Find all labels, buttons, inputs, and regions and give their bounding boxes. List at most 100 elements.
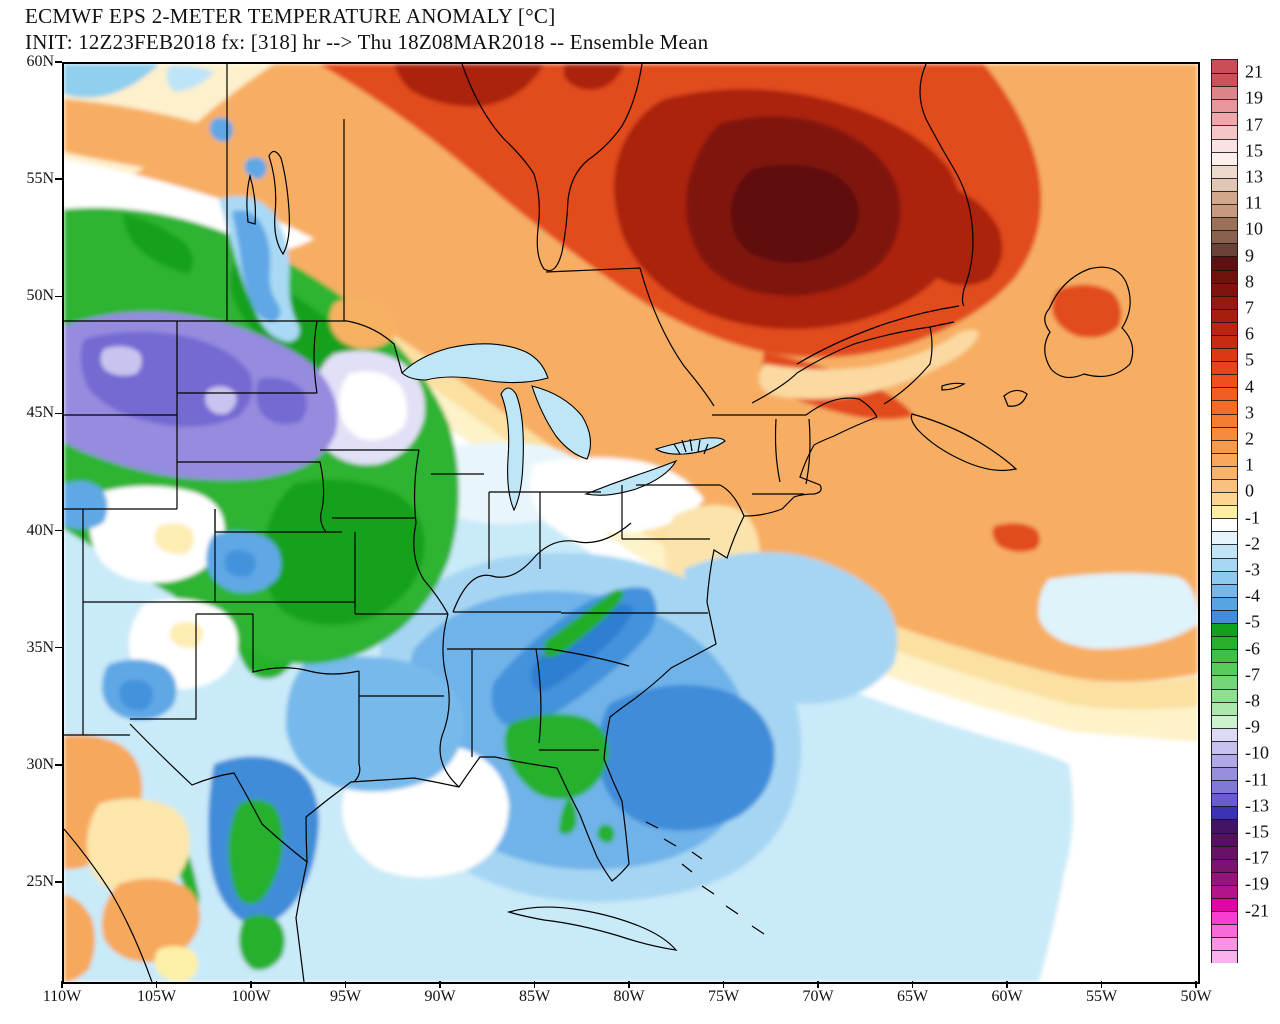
lat-label: 30N: [20, 756, 54, 774]
colorbar-value-label: 19: [1245, 88, 1263, 109]
colorbar-cell: [1212, 73, 1237, 86]
colorbar-cell: [1212, 872, 1237, 885]
colorbar-cell: [1212, 819, 1237, 832]
init-forecast-subtitle: INIT: 12Z23FEB2018 fx: [318] hr --> Thu …: [25, 30, 708, 55]
lon-label: 75W: [708, 988, 739, 1006]
lon-label: 50W: [1180, 988, 1211, 1006]
colorbar-cell: [1212, 256, 1237, 269]
colorbar-cell: [1212, 571, 1237, 584]
lon-label: 60W: [991, 988, 1022, 1006]
lat-tick: [55, 530, 62, 532]
temperature-colorbar: [1211, 59, 1238, 963]
colorbar-value-label: -11: [1245, 769, 1268, 790]
lon-tick: [723, 981, 725, 988]
colorbar-value-label: 7: [1245, 297, 1254, 318]
colorbar-cell: [1212, 387, 1237, 400]
colorbar-value-label: -19: [1245, 874, 1269, 895]
colorbar-value-label: -10: [1245, 743, 1269, 764]
colorbar-cell: [1212, 911, 1237, 924]
colorbar-cell: [1212, 950, 1237, 963]
colorbar-cell: [1212, 204, 1237, 217]
lat-tick: [55, 178, 62, 180]
anomaly-map-frame: [62, 62, 1200, 984]
lat-tick: [55, 764, 62, 766]
lon-tick: [250, 981, 252, 988]
lon-tick: [439, 981, 441, 988]
colorbar-cell: [1212, 833, 1237, 846]
colorbar-cell: [1212, 296, 1237, 309]
lat-tick: [55, 881, 62, 883]
lon-tick: [534, 981, 536, 988]
colorbar-value-label: 17: [1245, 114, 1263, 135]
colorbar-cell: [1212, 741, 1237, 754]
lon-tick: [628, 981, 630, 988]
colorbar-cell: [1212, 544, 1237, 557]
colorbar-cell: [1212, 165, 1237, 178]
colorbar-cell: [1212, 217, 1237, 230]
colorbar-cell: [1212, 662, 1237, 675]
lon-label: 95W: [330, 988, 361, 1006]
colorbar-cell: [1212, 689, 1237, 702]
lon-tick: [1101, 981, 1103, 988]
colorbar-value-label: 9: [1245, 245, 1254, 266]
colorbar-cell: [1212, 610, 1237, 623]
colorbar-cell: [1212, 125, 1237, 138]
colorbar-value-label: -1: [1245, 507, 1260, 528]
colorbar-cell: [1212, 793, 1237, 806]
colorbar-cell: [1212, 715, 1237, 728]
lat-tick: [55, 61, 62, 63]
lat-label: 35N: [20, 639, 54, 657]
colorbar-cell: [1212, 440, 1237, 453]
colorbar-value-label: 4: [1245, 376, 1254, 397]
map-header: ECMWF EPS 2-METER TEMPERATURE ANOMALY [°…: [25, 4, 708, 55]
colorbar-cell: [1212, 885, 1237, 898]
colorbar-cell: [1212, 60, 1237, 73]
colorbar-value-label: -2: [1245, 533, 1260, 554]
colorbar-value-label: 2: [1245, 428, 1254, 449]
lon-tick: [1006, 981, 1008, 988]
colorbar-cell: [1212, 924, 1237, 937]
colorbar-cell: [1212, 780, 1237, 793]
lon-label: 80W: [613, 988, 644, 1006]
colorbar-value-label: -6: [1245, 638, 1260, 659]
lat-tick: [55, 413, 62, 415]
lon-tick: [345, 981, 347, 988]
colorbar-cell: [1212, 139, 1237, 152]
lon-label: 70W: [802, 988, 833, 1006]
colorbar-value-label: -13: [1245, 795, 1269, 816]
colorbar-value-label: 10: [1245, 219, 1263, 240]
lon-tick: [817, 981, 819, 988]
colorbar-cell: [1212, 558, 1237, 571]
colorbar-cell: [1212, 702, 1237, 715]
lat-tick: [55, 647, 62, 649]
colorbar-cell: [1212, 518, 1237, 531]
colorbar-cell: [1212, 270, 1237, 283]
colorbar-cell: [1212, 152, 1237, 165]
lon-label: 110W: [43, 988, 82, 1006]
colorbar-cell: [1212, 649, 1237, 662]
colorbar-cell: [1212, 191, 1237, 204]
colorbar-cell: [1212, 309, 1237, 322]
colorbar-cell: [1212, 178, 1237, 191]
colorbar-cell: [1212, 243, 1237, 256]
colorbar-cell: [1212, 427, 1237, 440]
colorbar-value-label: -15: [1245, 821, 1269, 842]
colorbar-cell: [1212, 374, 1237, 387]
lon-label: 85W: [519, 988, 550, 1006]
colorbar-cell: [1212, 806, 1237, 819]
colorbar-value-label: 1: [1245, 455, 1254, 476]
colorbar-cell: [1212, 859, 1237, 872]
lat-label: 50N: [20, 287, 54, 305]
lon-label: 100W: [231, 988, 270, 1006]
colorbar-value-label: -17: [1245, 848, 1269, 869]
colorbar-cell: [1212, 479, 1237, 492]
colorbar-value-label: -9: [1245, 717, 1260, 738]
colorbar-value-label: 15: [1245, 140, 1263, 161]
colorbar-value-label: -8: [1245, 690, 1260, 711]
colorbar-cell: [1212, 400, 1237, 413]
colorbar-cell: [1212, 675, 1237, 688]
colorbar-value-label: -3: [1245, 559, 1260, 580]
colorbar-value-label: -5: [1245, 612, 1260, 633]
lon-tick: [1195, 981, 1197, 988]
colorbar-cell: [1212, 230, 1237, 243]
